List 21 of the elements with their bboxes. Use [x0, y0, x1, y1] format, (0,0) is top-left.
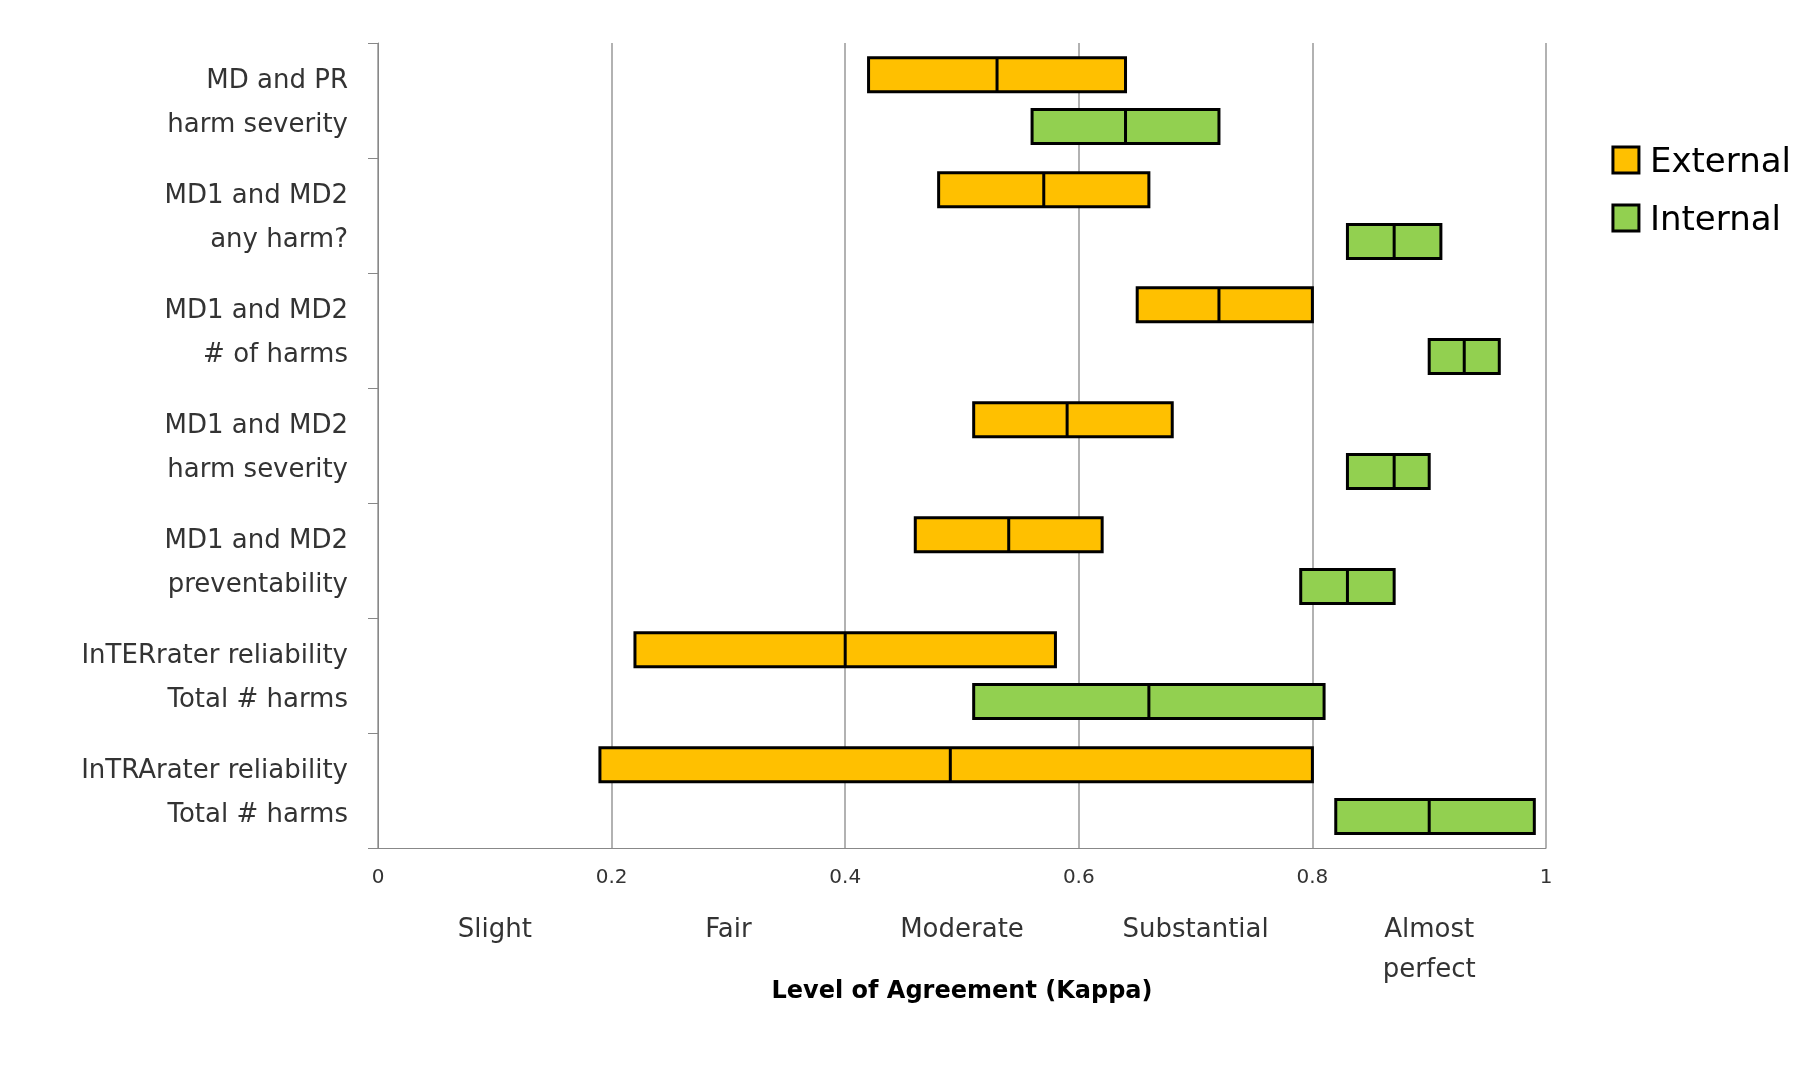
- text: Substantial: [1122, 913, 1269, 943]
- text: Almost perfect: [1382, 913, 1476, 983]
- y-tick-label: MD1 and MD2 # of harms: [164, 293, 348, 368]
- y-tick-label: InTERrater reliability Total # harms: [81, 638, 348, 713]
- x-tick-label: 0.8: [1296, 864, 1329, 888]
- y-tick-label: MD and PR harm severity: [167, 63, 348, 138]
- x-tick-label: 0: [371, 864, 385, 888]
- x-tick-label: 0.2: [595, 864, 628, 888]
- y-tick-label: MD1 and MD2 preventability: [164, 523, 348, 598]
- x-tick-label: 1: [1539, 864, 1553, 888]
- legend-label: Internal: [1649, 198, 1781, 238]
- text: Slight: [457, 913, 532, 943]
- x-axis-title: Level of Agreement (Kappa): [771, 976, 1153, 1004]
- x-tick-label: 0.4: [829, 864, 862, 888]
- y-tick-label: InTRArater reliability Total # harms: [81, 753, 348, 828]
- text: Fair: [705, 913, 752, 943]
- y-tick-label: MD1 and MD2 harm severity: [164, 408, 348, 483]
- legend-label: External: [1649, 140, 1792, 180]
- y-tick-label: MD1 and MD2 any harm?: [164, 178, 348, 253]
- text: Moderate: [900, 913, 1024, 943]
- x-tick-label: 0.6: [1062, 864, 1095, 888]
